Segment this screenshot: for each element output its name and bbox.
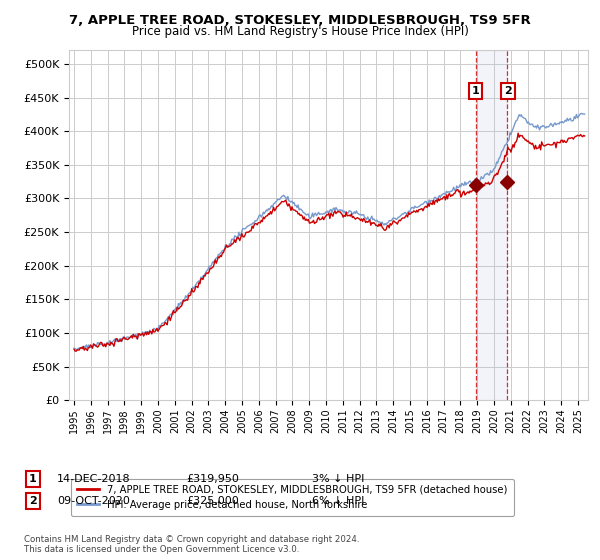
Text: 3% ↓ HPI: 3% ↓ HPI — [312, 474, 364, 484]
Text: 14-DEC-2018: 14-DEC-2018 — [57, 474, 131, 484]
Text: 7, APPLE TREE ROAD, STOKESLEY, MIDDLESBROUGH, TS9 5FR: 7, APPLE TREE ROAD, STOKESLEY, MIDDLESBR… — [69, 14, 531, 27]
Legend: 7, APPLE TREE ROAD, STOKESLEY, MIDDLESBROUGH, TS9 5FR (detached house), HPI: Ave: 7, APPLE TREE ROAD, STOKESLEY, MIDDLESBR… — [71, 479, 514, 516]
Text: 09-OCT-2020: 09-OCT-2020 — [57, 496, 130, 506]
Text: £319,950: £319,950 — [186, 474, 239, 484]
Text: 6% ↓ HPI: 6% ↓ HPI — [312, 496, 364, 506]
Text: 1: 1 — [472, 86, 479, 96]
Text: Contains HM Land Registry data © Crown copyright and database right 2024.
This d: Contains HM Land Registry data © Crown c… — [24, 535, 359, 554]
Text: 1: 1 — [29, 474, 37, 484]
Text: 2: 2 — [504, 86, 512, 96]
Text: Price paid vs. HM Land Registry's House Price Index (HPI): Price paid vs. HM Land Registry's House … — [131, 25, 469, 38]
Bar — [476, 50, 507, 400]
Text: £325,000: £325,000 — [186, 496, 239, 506]
Text: 2: 2 — [29, 496, 37, 506]
